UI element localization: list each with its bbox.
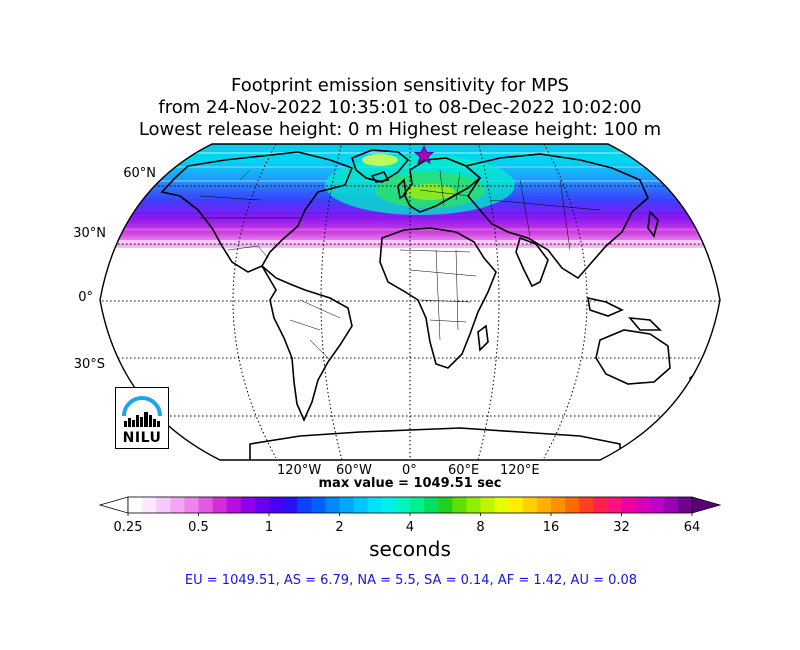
nilu-logo-icon xyxy=(122,396,162,427)
colorbar-label: seconds xyxy=(369,537,451,561)
colorbar-segment xyxy=(410,497,425,513)
colorbar-tick-label: 8 xyxy=(476,520,485,535)
colorbar-segment xyxy=(254,497,270,513)
colorbar-segment xyxy=(551,497,566,513)
lon-label-0: 0° xyxy=(402,463,417,478)
coastlines xyxy=(160,149,701,460)
colorbar-segment xyxy=(607,497,622,513)
colorbar-segment xyxy=(494,497,510,513)
colorbar-segment xyxy=(579,497,594,513)
colorbar-segment xyxy=(269,497,284,513)
colorbar-tick-label: 32 xyxy=(613,520,630,535)
colorbar-segment xyxy=(367,497,383,513)
region-stats: EU = 1049.51, AS = 6.79, NA = 5.5, SA = … xyxy=(184,573,638,588)
colorbar-segment xyxy=(565,497,580,513)
colorbar-tick-label: 1 xyxy=(264,520,274,535)
lon-label-120w: 120°W xyxy=(277,463,322,478)
colorbar-tick-label: 0.5 xyxy=(188,520,209,535)
map-boundary xyxy=(99,143,721,461)
colorbar-segment xyxy=(621,497,637,513)
colorbar-segment xyxy=(325,497,340,513)
colorbar-segment xyxy=(240,497,256,513)
colorbar-segment xyxy=(156,497,171,513)
colorbar-tick-label: 2 xyxy=(335,520,344,535)
colorbar-segment xyxy=(677,497,693,513)
colorbar-segment xyxy=(536,497,552,513)
colorbar-segment xyxy=(339,497,355,513)
graticule xyxy=(100,144,720,460)
colorbar-segment xyxy=(226,497,242,513)
colorbar-segment xyxy=(198,497,214,513)
lat-label-30s: 30°S xyxy=(73,357,105,372)
colorbar-segment xyxy=(663,497,679,513)
colorbar-segment xyxy=(649,497,665,513)
colorbar-segment xyxy=(311,497,326,513)
colorbar-segment xyxy=(395,497,411,513)
colorbar-segment xyxy=(212,497,228,513)
colorbar-segment xyxy=(424,497,439,513)
colorbar-segment xyxy=(128,497,143,513)
country-borders xyxy=(199,169,601,361)
colorbar-extend-low xyxy=(98,496,129,514)
map-body xyxy=(100,144,720,460)
colorbar-segment xyxy=(381,497,397,513)
colorbar-tick-label: 16 xyxy=(542,520,560,535)
colorbar-segment xyxy=(522,497,538,513)
colorbar-tick-label: 64 xyxy=(683,520,701,535)
title-line-3: Lowest release height: 0 m Highest relea… xyxy=(138,119,662,140)
colorbar-segment xyxy=(438,497,453,513)
colorbar-segment xyxy=(508,497,524,513)
title-line-2: from 24-Nov-2022 10:35:01 to 08-Dec-2022… xyxy=(158,97,642,118)
colorbar-segment xyxy=(635,497,651,513)
lat-label-30n: 30°N xyxy=(73,226,106,241)
lat-label-0: 0° xyxy=(78,290,93,305)
lon-label-60e: 60°E xyxy=(448,463,480,478)
colorbar-segment xyxy=(353,497,369,513)
lon-label-60w: 60°W xyxy=(336,463,372,478)
nilu-logo-text: NILU xyxy=(122,430,162,446)
colorbar-segment xyxy=(480,497,496,513)
colorbar-segment xyxy=(170,497,185,513)
colorbar-tick-label: 0.25 xyxy=(113,520,143,535)
star-icon xyxy=(413,144,435,165)
colorbar-segment xyxy=(142,497,157,513)
colorbar-segment xyxy=(466,497,481,513)
colorbar xyxy=(98,496,722,516)
max-value-label: max value = 1049.51 sec xyxy=(318,476,502,491)
colorbar-segment xyxy=(283,497,298,513)
colorbar-segment xyxy=(184,497,199,513)
colorbar-extend-high xyxy=(691,496,722,514)
colorbar-segment xyxy=(297,497,312,513)
lat-label-60n: 60°N xyxy=(123,166,156,181)
lon-label-120e: 120°E xyxy=(500,463,540,478)
colorbar-tick-label: 4 xyxy=(405,520,415,535)
colorbar-segment xyxy=(452,497,467,513)
nilu-logo: NILU xyxy=(115,387,169,449)
colorbar-segment xyxy=(593,497,608,513)
title-line-1: Footprint emission sensitivity for MPS xyxy=(231,75,569,96)
